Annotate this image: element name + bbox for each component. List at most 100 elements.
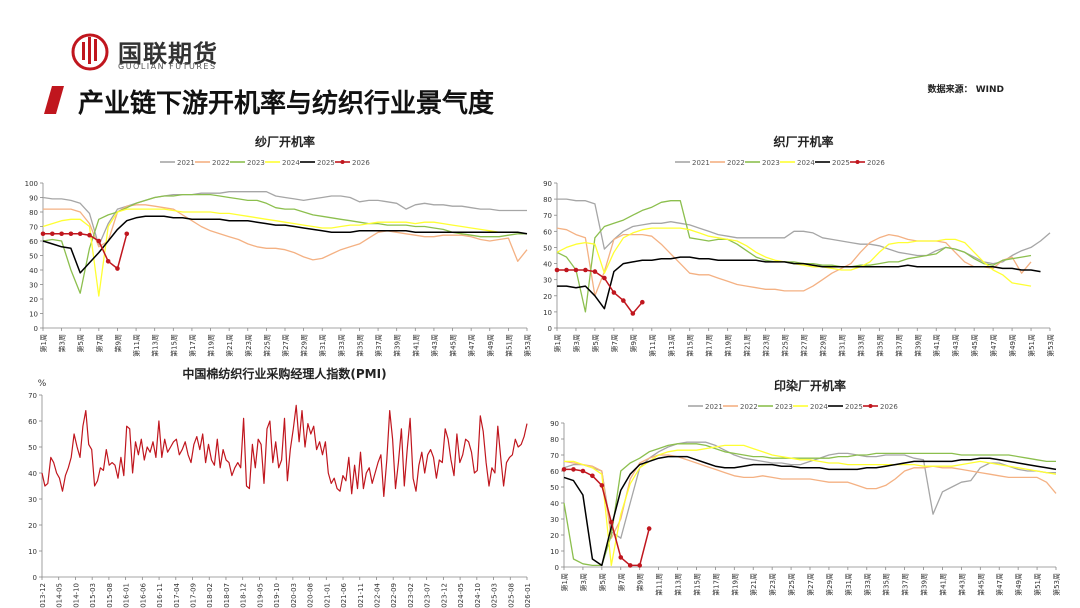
x-tick-label: 第19周 <box>207 334 216 357</box>
x-tick-label: 第43周 <box>957 573 966 596</box>
x-tick-label: 第13周 <box>151 334 160 357</box>
legend-label: 2024 <box>810 403 828 411</box>
x-tick-label: 第37周 <box>894 334 903 357</box>
series-line-2025 <box>563 455 1057 567</box>
data-point-2026 <box>580 468 586 474</box>
chart-title: 印染厂开机率 <box>774 378 846 393</box>
x-tick-label: 第1周 <box>553 334 562 352</box>
data-point-2026 <box>599 483 605 488</box>
series-line-2021 <box>42 191 527 247</box>
legend-label: 2026 <box>867 159 885 167</box>
x-tick-label: 第49周 <box>1008 334 1017 357</box>
y-tick-label: 80 <box>550 436 559 444</box>
x-tick-label: 2023-12 <box>440 583 448 608</box>
data-point-2026 <box>609 519 614 525</box>
legend-label: 2023 <box>762 159 780 167</box>
legend-label: 2021 <box>692 159 710 167</box>
y-tick-label: 40 <box>28 470 37 478</box>
x-tick-label: 2020-03 <box>290 583 298 608</box>
x-tick-label: 2014-10 <box>72 583 80 608</box>
x-tick-label: 第23周 <box>768 573 777 596</box>
data-point-2026 <box>627 563 633 568</box>
data-point-2026 <box>59 231 64 237</box>
x-tick-label: 第15周 <box>686 334 695 357</box>
series-line-2026 <box>557 269 643 315</box>
y-tick-label: 90 <box>550 420 559 428</box>
x-tick-label: 第37周 <box>374 334 383 357</box>
x-tick-label: 2018-12 <box>240 583 248 608</box>
x-tick-label: 第45周 <box>449 334 458 357</box>
series-line-2024 <box>564 444 1057 567</box>
y-tick-label: 50 <box>28 444 37 452</box>
series-line-2024 <box>42 208 509 297</box>
y-tick-label: 60 <box>28 418 37 426</box>
y-tick-label: 10 <box>28 548 37 556</box>
y-tick-label: 90 <box>543 180 552 188</box>
data-point-2026 <box>611 290 617 295</box>
y-tick-label: 80 <box>29 209 38 217</box>
series-line-2023 <box>563 443 1056 567</box>
x-tick-label: 第53周 <box>1046 334 1055 357</box>
x-tick-label: 第31周 <box>844 573 853 596</box>
data-point-2026 <box>77 231 83 237</box>
y-tick-label: 20 <box>29 296 38 304</box>
x-tick-label: 第11周 <box>132 334 141 357</box>
y-tick-label: 80 <box>543 196 552 204</box>
data-point-2026 <box>571 467 576 472</box>
logo-cn-text: 国联期货 <box>118 40 218 68</box>
chart-title: 中国棉纺织行业采购经理人指数(PMI) <box>182 366 386 381</box>
legend-label: 2023 <box>247 159 265 167</box>
data-point-2026 <box>50 231 55 237</box>
x-tick-label: 第45周 <box>970 334 979 357</box>
legend-label: 2025 <box>845 403 863 411</box>
x-tick-label: 第33周 <box>337 334 346 357</box>
data-point-2026 <box>646 526 652 531</box>
x-tick-label: 第53周 <box>523 334 532 357</box>
x-tick-label: 第15周 <box>169 334 178 357</box>
y-tick-label: 40 <box>29 267 38 275</box>
x-tick-label: 第25周 <box>262 334 271 357</box>
yarn-mill-chart: 纱厂开机率0102030405060708090100第1周 第3周 第5周 第7周第… <box>25 134 532 357</box>
x-tick-label: 2021-01 <box>323 583 331 608</box>
x-tick-label: 2024-10 <box>474 583 482 608</box>
x-tick-label: 第21周 <box>749 573 758 596</box>
x-tick-label: 2025-03 <box>491 583 499 608</box>
y-tick-label: 0 <box>548 325 552 333</box>
x-tick-label: 第21周 <box>743 334 752 357</box>
x-tick-label: 第39周 <box>913 334 922 357</box>
weaving-mill-chart: 织厂开机率 0 10 20 30 40 50 60 70 80 90 第1周 第3周 第5周 第7周 第9周 第… <box>543 134 1055 357</box>
x-tick-label: 第29周 <box>300 334 309 357</box>
y-tick-label: 20 <box>550 532 559 540</box>
x-tick-label: 第35周 <box>882 573 891 596</box>
title-accent-bar <box>44 86 64 114</box>
x-tick-label: 第31周 <box>837 334 846 357</box>
company-logo: 国联期货 GUOLIAN FUTURES <box>70 30 240 74</box>
y-axis-label: % <box>38 379 47 389</box>
y-tick-label: 90 <box>29 195 38 203</box>
x-tick-label: 第17周 <box>188 334 197 357</box>
x-tick-label: 2021-11 <box>357 583 365 608</box>
data-point-2026 <box>637 563 642 568</box>
y-tick-label: 30 <box>550 516 559 524</box>
y-tick-label: 60 <box>543 228 552 236</box>
data-point-2026 <box>640 299 645 305</box>
series-line-2022 <box>563 454 1057 539</box>
data-point-2026 <box>618 555 624 560</box>
legend-marker <box>868 404 873 408</box>
y-tick-label: 40 <box>543 261 552 269</box>
y-tick-label: 0 <box>555 564 559 572</box>
x-tick-label: 第41周 <box>932 334 941 357</box>
x-tick-label: 第53周 <box>1052 573 1061 596</box>
series-line-2025 <box>42 215 528 274</box>
x-tick-label: 2020-08 <box>307 583 315 608</box>
legend-label: 2025 <box>317 159 335 167</box>
legend-marker <box>340 160 345 164</box>
y-tick-label: 60 <box>550 468 559 476</box>
chart-title: 织厂开机率 <box>773 134 833 149</box>
y-tick-label: 50 <box>550 484 559 492</box>
x-tick-label: 2022-04 <box>373 582 381 608</box>
data-point-2026 <box>630 311 636 316</box>
data-point-2026 <box>40 231 46 237</box>
x-tick-label: 第29周 <box>825 573 834 596</box>
y-tick-label: 70 <box>29 224 38 232</box>
